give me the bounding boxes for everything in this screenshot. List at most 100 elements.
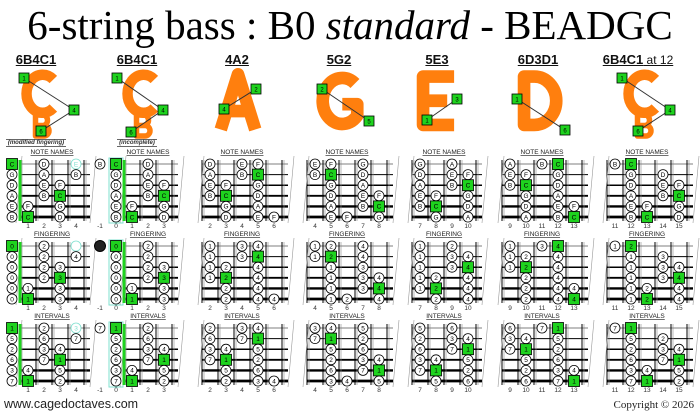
root-note-marker: C	[325, 168, 337, 181]
marker-label: 4	[130, 368, 134, 375]
marker-label: 5	[361, 325, 365, 332]
fret-number: 9	[450, 223, 454, 230]
marker-label: E	[629, 204, 634, 211]
note-marker: 1	[126, 282, 138, 294]
note-marker: 2	[520, 251, 532, 263]
marker-label: D	[256, 193, 261, 200]
note-marker: F	[325, 158, 337, 170]
note-marker: D	[110, 179, 122, 191]
marker-label: 4	[256, 265, 260, 272]
note-marker: D	[54, 211, 66, 223]
fret-number: 13	[570, 387, 578, 394]
note-marker: E	[252, 211, 264, 223]
note-marker: 7	[414, 364, 426, 376]
fret-number: 6	[345, 387, 349, 394]
cut-edge	[197, 155, 205, 224]
row-header: NOTE NAMES	[521, 149, 565, 156]
marker-label: 6	[629, 357, 633, 364]
note-marker: A	[625, 190, 637, 202]
fret-number: 11	[612, 387, 619, 394]
note-marker: 2	[220, 293, 232, 305]
cut-edge	[587, 319, 595, 388]
cut-edge	[302, 155, 310, 224]
marker-label: 6	[450, 325, 454, 332]
note-marker: 4	[673, 261, 685, 273]
note-marker: 6	[552, 354, 564, 366]
marker-label: D	[524, 204, 529, 211]
note-marker: 3	[552, 364, 564, 376]
marker-label: 3	[361, 275, 365, 282]
note-marker: 4	[158, 343, 170, 355]
fret-number: 4	[240, 387, 244, 394]
cut-edge	[481, 319, 489, 388]
marker-label: B	[613, 161, 617, 168]
note-marker: 1	[504, 251, 516, 263]
note-marker: 2	[38, 261, 50, 273]
note-marker: 2	[142, 251, 154, 263]
note-marker: 1	[325, 293, 337, 305]
note-marker: B	[446, 179, 458, 191]
marker-label: 4	[524, 336, 528, 343]
cut-edge	[497, 155, 505, 224]
marker-label: A	[208, 172, 213, 179]
marker-label: D	[361, 172, 366, 179]
marker-label: 1	[434, 368, 438, 375]
note-marker: 2	[142, 272, 154, 284]
note-marker: F	[641, 200, 653, 212]
fret-number: 11	[612, 305, 619, 312]
fret-number: 11	[539, 387, 546, 394]
fret-number: 2	[208, 223, 212, 230]
marker-label: 1	[224, 357, 228, 364]
marker-label: G	[255, 183, 260, 190]
note-marker: 5	[325, 343, 337, 355]
marker-label: F	[677, 183, 681, 190]
note-marker: 3	[657, 261, 669, 273]
note-marker: 3	[6, 364, 18, 376]
marker-label: 1	[629, 275, 633, 282]
marker-label: C	[256, 172, 261, 179]
marker-label: 2	[224, 296, 228, 303]
note-marker: G	[373, 211, 385, 223]
note-marker: B	[657, 190, 669, 202]
cut-edge	[287, 155, 295, 224]
note-marker: G	[673, 200, 685, 212]
note-marker: D	[252, 190, 264, 202]
note-marker: B	[552, 211, 564, 223]
marker-label: 4	[466, 265, 470, 272]
fret-number: 10	[464, 305, 472, 312]
note-marker: G	[462, 190, 474, 202]
note-marker: 3	[54, 261, 66, 273]
marker-label: 2	[434, 275, 438, 282]
finger-box-label: 1	[22, 77, 26, 83]
note-marker: 5	[462, 354, 474, 366]
root-note-marker: 1	[6, 322, 18, 334]
note-marker: 4	[552, 272, 564, 284]
shape-letter-logo	[623, 69, 660, 118]
marker-label: C	[466, 183, 471, 190]
marker-label: E	[146, 183, 151, 190]
website-link[interactable]: www.cagedoctaves.com	[4, 397, 139, 411]
note-marker: E	[657, 179, 669, 191]
marker-label: 4	[162, 347, 166, 354]
fret-number: 15	[675, 223, 683, 230]
row-header: INTERVALS	[524, 313, 560, 320]
note-marker: 4	[325, 322, 337, 334]
note-marker: 2	[357, 333, 369, 345]
marker-label: 3	[418, 357, 422, 364]
marker-label: 5	[10, 336, 14, 343]
note-marker: 7	[204, 354, 216, 366]
marker-label: A	[418, 183, 423, 190]
note-marker: 2	[220, 282, 232, 294]
finger-box-label: 5	[367, 120, 371, 126]
note-marker: 4	[252, 293, 264, 305]
note-marker: 1	[625, 282, 637, 294]
marker-label: G	[433, 214, 438, 221]
note-marker: G	[552, 169, 564, 181]
note-marker: 5	[520, 354, 532, 366]
note-marker: G	[357, 158, 369, 170]
note-marker: A	[357, 179, 369, 191]
finger-box-label: 4	[222, 108, 226, 114]
marker-label: B	[508, 183, 512, 190]
fret-number: 4	[74, 387, 78, 394]
